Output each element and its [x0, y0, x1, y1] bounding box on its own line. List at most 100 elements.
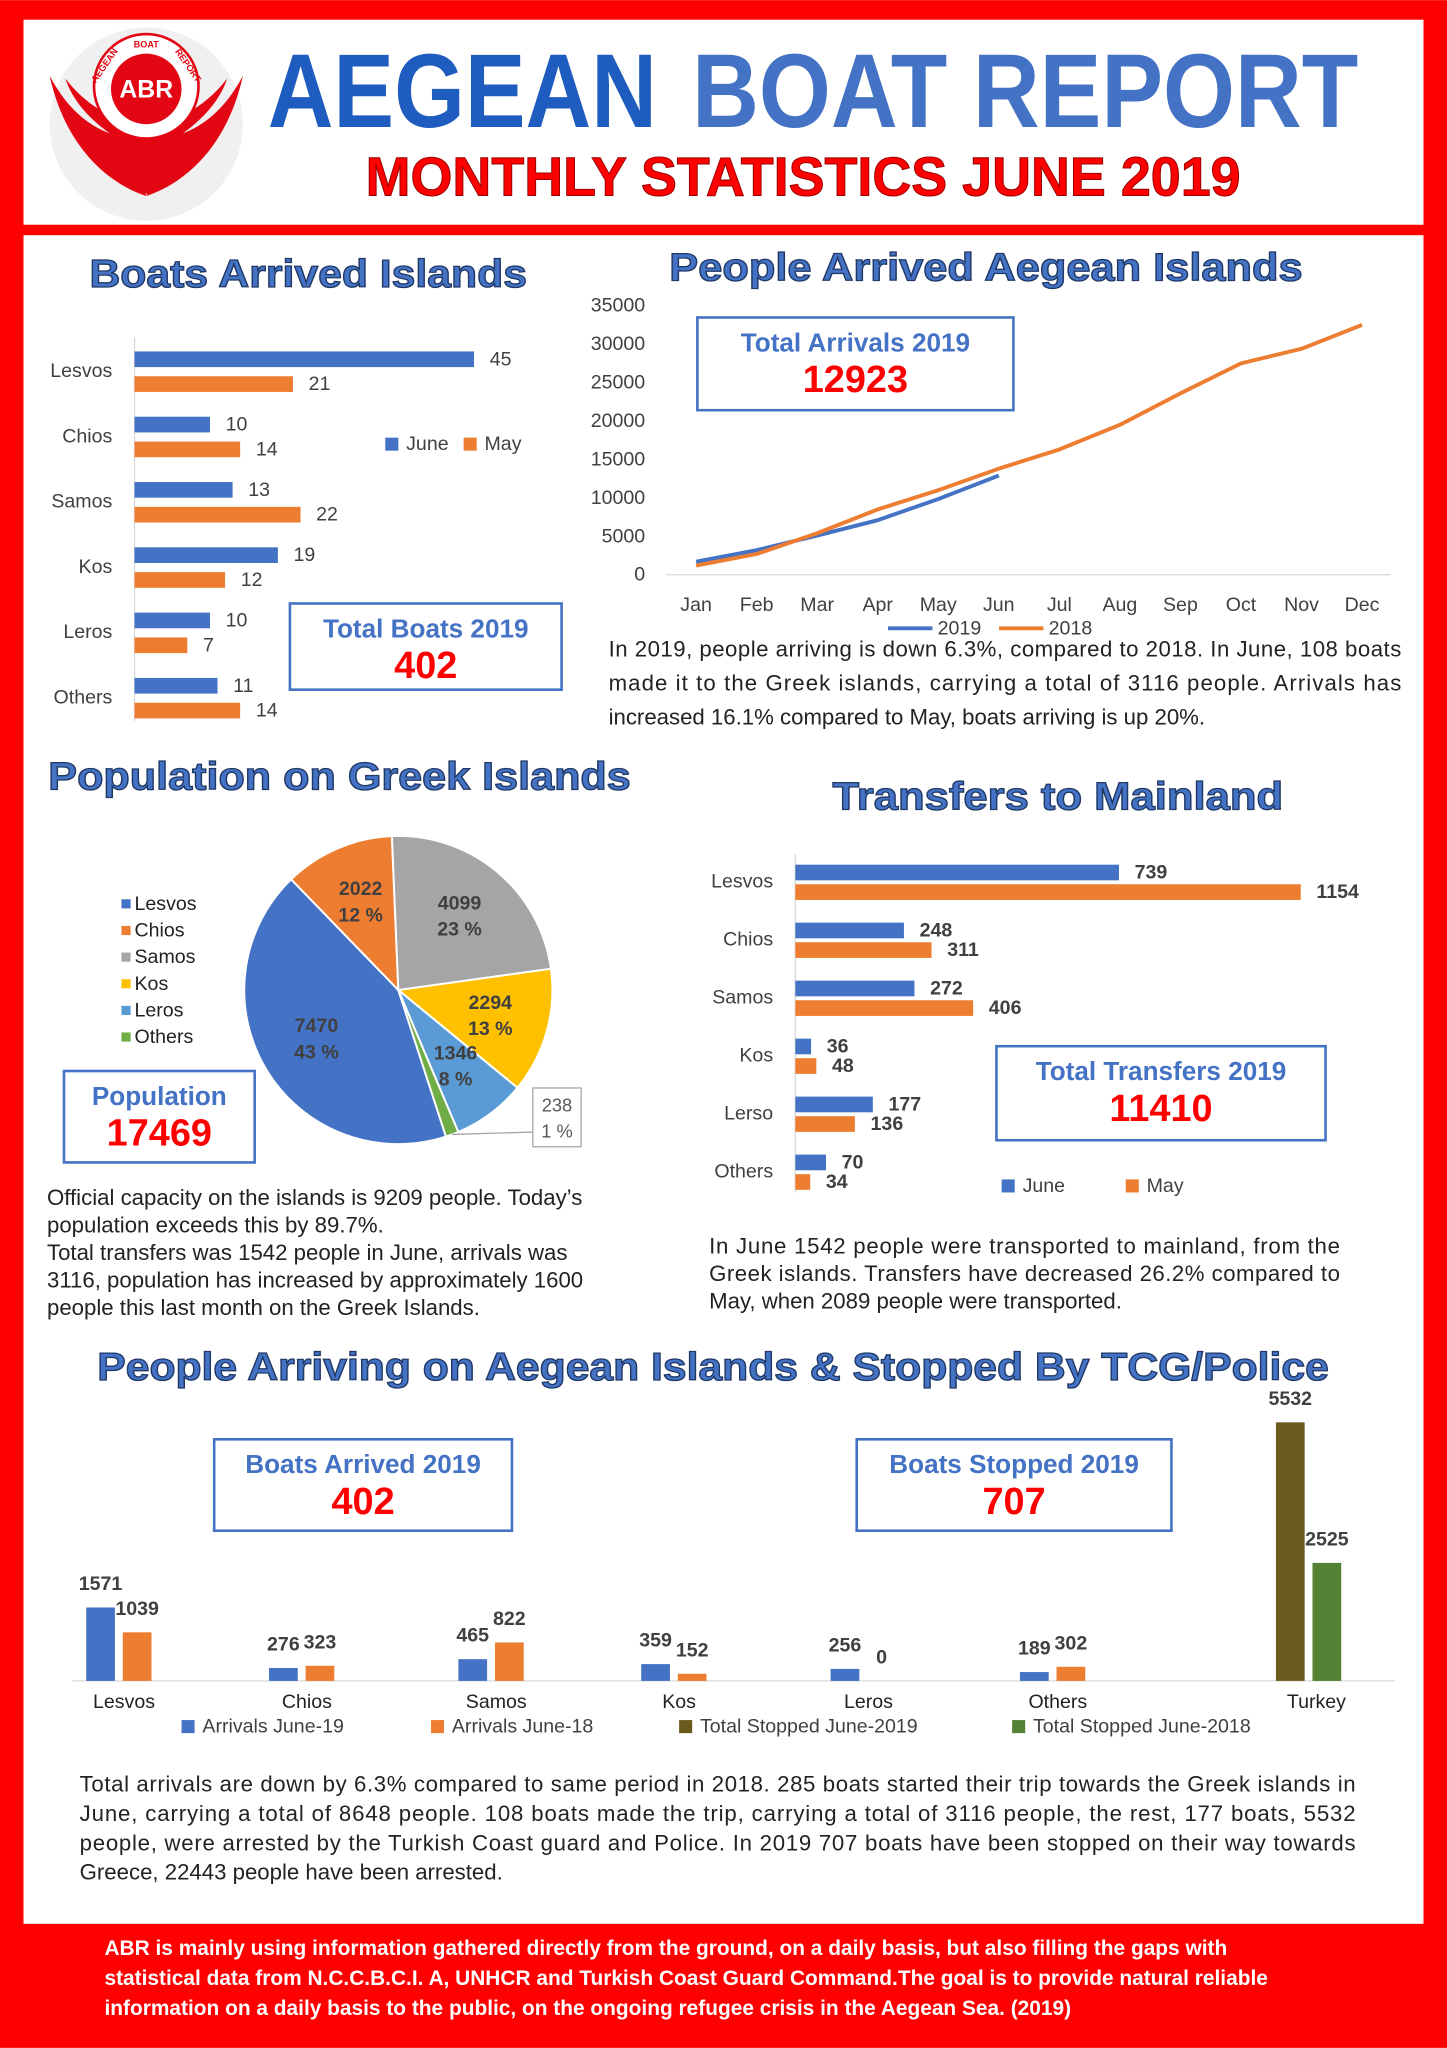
legend-swatch	[121, 1005, 131, 1015]
x-tick-label: Mar	[800, 594, 834, 616]
category-label: Kos	[79, 556, 113, 578]
bar	[830, 1668, 860, 1681]
paragraph-line: population exceeds this by 89.7%.	[47, 1213, 384, 1238]
x-tick-label: Feb	[740, 594, 774, 616]
data-label: 302	[1055, 1632, 1088, 1654]
category-label: Turkey	[1287, 1691, 1346, 1713]
category-label: Leros	[844, 1691, 893, 1713]
y-tick-label: 30000	[591, 333, 646, 355]
legend-label: Samos	[135, 946, 196, 968]
data-label: 34	[826, 1171, 848, 1193]
x-tick-label: Apr	[862, 594, 893, 616]
section-title: Population on Greek Islands	[48, 756, 630, 799]
paragraph-line: increased 16.1% compared to May, boats a…	[609, 705, 1206, 730]
bar	[795, 884, 1301, 900]
category-label: Lesvos	[93, 1691, 155, 1713]
bar	[795, 980, 915, 997]
bar	[677, 1673, 707, 1681]
x-tick-label: Sep	[1163, 594, 1198, 616]
percent-label: 1 %	[541, 1121, 572, 1142]
category-label: Lesvos	[50, 360, 112, 382]
data-label: 45	[490, 348, 512, 370]
summary-box	[696, 316, 1015, 412]
data-label: 21	[309, 373, 331, 395]
percent-label: 8 %	[439, 1069, 473, 1091]
summary-box	[212, 1437, 514, 1533]
category-label: Lerso	[724, 1103, 773, 1125]
y-tick-label: 0	[634, 564, 645, 586]
x-tick-label: Dec	[1345, 594, 1380, 616]
data-label: 11	[233, 675, 253, 697]
legend-label: May	[485, 433, 522, 455]
bar	[1275, 1422, 1305, 1681]
paragraph-line: Total transfers was 1542 people in June,…	[47, 1240, 567, 1265]
data-label: 22	[316, 504, 338, 526]
data-label: 13	[248, 479, 270, 501]
data-label: 10	[226, 609, 248, 631]
data-label: 822	[493, 1608, 526, 1630]
bar	[134, 376, 293, 392]
legend-label: Others	[135, 1026, 194, 1048]
summary-value: 402	[394, 645, 457, 687]
paragraph-line: Greek islands. Transfers have decreased …	[709, 1261, 1340, 1286]
x-tick-label: Nov	[1284, 594, 1319, 616]
data-label: 7	[203, 634, 214, 656]
data-label: 1154	[1316, 881, 1359, 903]
section-title: Transfers to Mainland	[833, 775, 1284, 818]
legend-label: Leros	[135, 999, 184, 1021]
data-label: 10	[226, 414, 248, 436]
legend-label: May	[1147, 1175, 1184, 1197]
category-label: Others	[54, 687, 113, 709]
data-label: 276	[267, 1633, 300, 1655]
paragraph-line: Official capacity on the islands is 9209…	[47, 1185, 582, 1210]
data-label: 359	[639, 1630, 672, 1652]
paragraph-line: In 2019, people arriving is down 6.3%, c…	[609, 637, 1402, 662]
legend-label: June	[406, 433, 449, 455]
logo-core	[111, 53, 182, 125]
data-label: 14	[256, 438, 278, 460]
y-tick-label: 25000	[591, 372, 646, 394]
paragraph-line: 3116, population has increased by approx…	[47, 1267, 583, 1292]
legend-label: Arrivals June-19	[202, 1716, 343, 1738]
summary-label: Population	[92, 1081, 227, 1111]
legend-swatch	[121, 1032, 131, 1042]
data-label: 12	[241, 569, 263, 591]
summary-label: Total Boats 2019	[323, 613, 529, 643]
y-tick-label: 35000	[591, 295, 646, 317]
x-tick-label: Jan	[680, 594, 712, 616]
bar	[1056, 1666, 1086, 1681]
bar	[1312, 1562, 1342, 1681]
data-label: 311	[947, 939, 979, 961]
label-box	[532, 1087, 582, 1148]
category-label: Chios	[62, 425, 112, 447]
bar	[795, 1154, 826, 1171]
legend-swatch	[1012, 1720, 1026, 1734]
bar	[1019, 1672, 1049, 1681]
paragraph-line: May, when 2089 people were transported.	[709, 1288, 1122, 1313]
data-label: 14	[256, 700, 278, 722]
legend-swatch	[1001, 1179, 1015, 1193]
percent-label: 43 %	[294, 1041, 339, 1063]
data-label: 1571	[79, 1573, 123, 1595]
percent-label: 12 %	[338, 904, 383, 926]
summary-value: 11410	[1109, 1088, 1212, 1130]
section-title: People Arrived Aegean Islands	[669, 246, 1302, 289]
legend-swatch	[121, 952, 131, 962]
legend-label: Chios	[135, 919, 185, 941]
category-label: Others	[714, 1161, 773, 1183]
data-label: 48	[832, 1055, 854, 1077]
bar	[305, 1665, 335, 1681]
data-label: 2525	[1305, 1528, 1349, 1550]
data-label: 70	[842, 1151, 864, 1173]
x-tick-label: Jun	[983, 594, 1015, 616]
data-label: 36	[827, 1035, 849, 1057]
paragraph-line: people, were arrested by the Turkish Coa…	[80, 1830, 1356, 1855]
legend-label: 2018	[1049, 617, 1093, 639]
bar	[458, 1659, 488, 1681]
title-main: AEGEAN	[268, 33, 657, 150]
summary-box	[62, 1069, 256, 1164]
data-label: 272	[930, 977, 963, 999]
data-label: 248	[920, 919, 953, 941]
category-label: Lesvos	[711, 871, 773, 893]
bar	[134, 572, 226, 588]
